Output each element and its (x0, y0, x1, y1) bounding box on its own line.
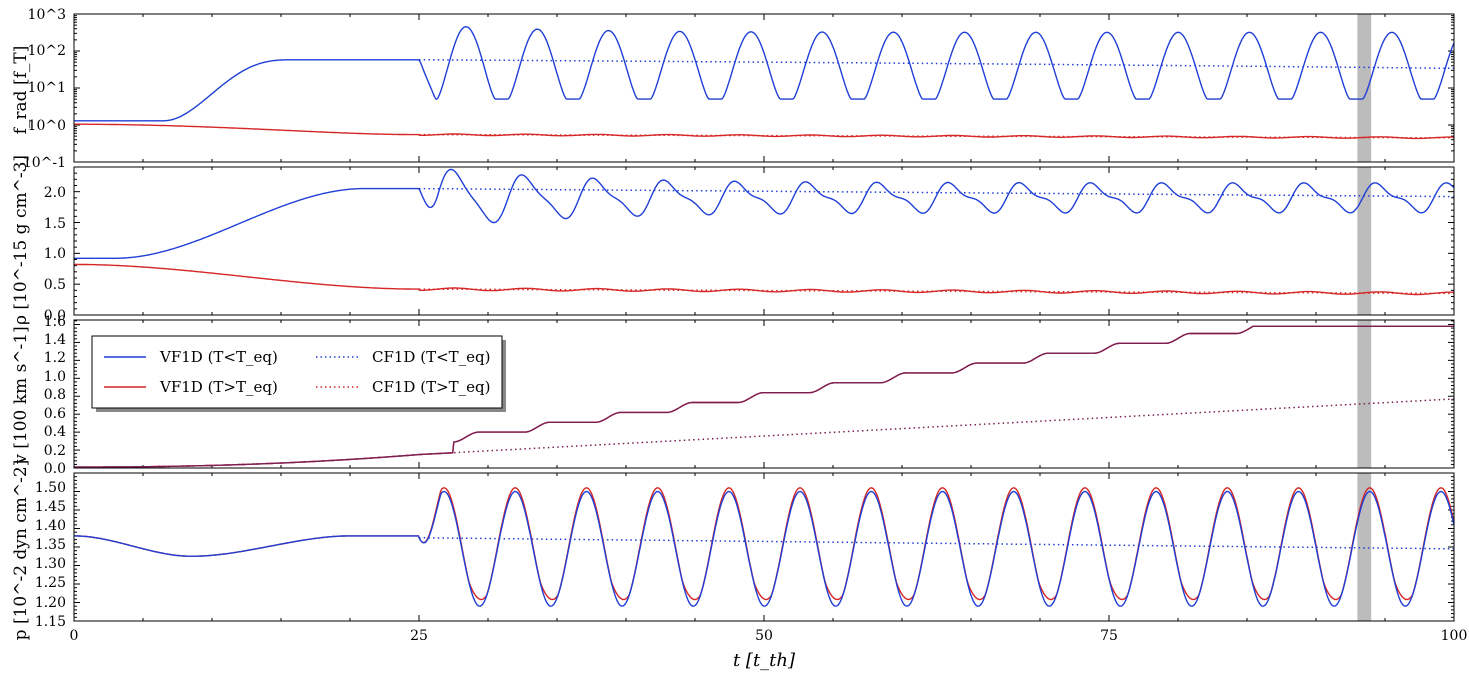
series-cf1d-cold-rho (419, 187, 1454, 198)
y-axis-label-v: v [100 km s^-1] (11, 326, 31, 464)
y-tick-frad-2: 10^1 (28, 80, 66, 96)
highlight-span-frad (1357, 14, 1372, 162)
legend-box (91, 335, 503, 409)
x-tick-label-100: 100 (1441, 628, 1468, 644)
panel-rho (73, 166, 1455, 316)
panels-layer (73, 13, 1455, 622)
panel-frad-y-ticks: 10^-1 10^0 10^1 10^2 10^3 (23, 7, 66, 171)
y-tick-v-7: 1.4 (44, 332, 66, 348)
panel-p-y-ticks: 1.15 1.20 1.25 1.30 1.35 1.40 1.45 1.50 (35, 480, 66, 630)
y-tick-rho-2: 1.0 (44, 246, 66, 262)
y-tick-v-4: 0.8 (44, 387, 66, 403)
legend-label-vf1d-cold: VF1D (T<T_eq) (159, 348, 278, 366)
y-tick-v-2: 0.4 (44, 424, 66, 440)
highlight-span-rho (1357, 167, 1372, 315)
y-axis-label-rho: ρ [10^-15 g cm^-3] (11, 155, 31, 325)
legend-label-vf1d-hot: VF1D (T>T_eq) (159, 378, 278, 396)
series-cf1d-v (74, 398, 1455, 468)
y-tick-p-2: 1.25 (35, 575, 66, 591)
panel-v-y-ticks: 0.0 0.2 0.4 0.6 0.8 1.0 1.2 1.4 1.6 (44, 314, 66, 477)
y-tick-p-1: 1.20 (35, 595, 66, 611)
y-tick-p-5: 1.40 (35, 518, 66, 534)
series-cf1d-cold-p (419, 537, 1454, 550)
panel-rho-y-ticks: 0.0 0.5 1.0 1.5 2.0 (44, 185, 66, 324)
y-tick-frad-1: 10^0 (28, 118, 66, 134)
panel-frad (73, 13, 1455, 163)
panel-p (73, 472, 1455, 622)
legend-label-cf1d-hot: CF1D (T>T_eq) (372, 378, 490, 396)
y-tick-frad-4: 10^3 (28, 7, 66, 23)
legend: VF1D (T<T_eq) VF1D (T>T_eq) CF1D (T<T_eq… (91, 335, 506, 412)
y-tick-p-4: 1.35 (35, 537, 66, 553)
series-vf1d-cold-v (74, 325, 1454, 468)
y-tick-frad-0: 10^-1 (23, 155, 66, 171)
highlight-span-v (1357, 320, 1372, 468)
y-tick-rho-3: 1.5 (44, 216, 66, 232)
y-tick-rho-1: 0.5 (44, 277, 66, 293)
y-tick-v-6: 1.2 (44, 350, 66, 366)
y-tick-rho-0: 0.0 (44, 308, 66, 324)
series-vf1d-hot-rho (74, 263, 1454, 296)
x-tick-label-50: 50 (755, 628, 773, 644)
y-tick-p-7: 1.50 (35, 480, 66, 496)
y-tick-v-3: 0.6 (44, 406, 66, 422)
y-tick-v-8: 1.6 (44, 314, 66, 330)
panel-frame-rho (73, 166, 1455, 316)
y-tick-v-5: 1.0 (44, 369, 66, 385)
panel-v (73, 319, 1455, 469)
legend-label-cf1d-cold: CF1D (T<T_eq) (372, 348, 490, 366)
panel-frame-p (73, 472, 1455, 622)
y-tick-rho-4: 2.0 (44, 185, 66, 201)
series-vf1d-hot-frad (74, 123, 1454, 140)
panel-frame-v (73, 319, 1455, 469)
y-tick-v-1: 0.2 (44, 443, 66, 459)
y-tick-p-0: 1.15 (35, 614, 66, 630)
x-tick-label-0: 0 (70, 628, 79, 644)
y-tick-p-3: 1.30 (35, 556, 66, 572)
series-vf1d-cold-rho (74, 168, 1455, 259)
y-tick-frad-3: 10^2 (28, 43, 66, 59)
x-axis-label: t [t_th] (733, 650, 796, 671)
panel-frame-frad (73, 13, 1455, 163)
x-axis-tick-labels: 0 25 50 75 100 (70, 628, 1468, 644)
series-vf1d-cold-frad (74, 25, 1455, 122)
series-vf1d-cold-p (74, 490, 1455, 607)
y-tick-p-6: 1.45 (35, 499, 66, 515)
x-tick-label-75: 75 (1100, 628, 1118, 644)
y-axis-label-frad: f_rad [f_T] (11, 46, 31, 135)
y-tick-v-0: 0.0 (44, 461, 66, 477)
x-tick-label-25: 25 (410, 628, 428, 644)
series-cf1d-cold-frad (419, 59, 1454, 70)
y-axis-label-p: p [10^-2 dyn cm^-2] (11, 460, 31, 641)
